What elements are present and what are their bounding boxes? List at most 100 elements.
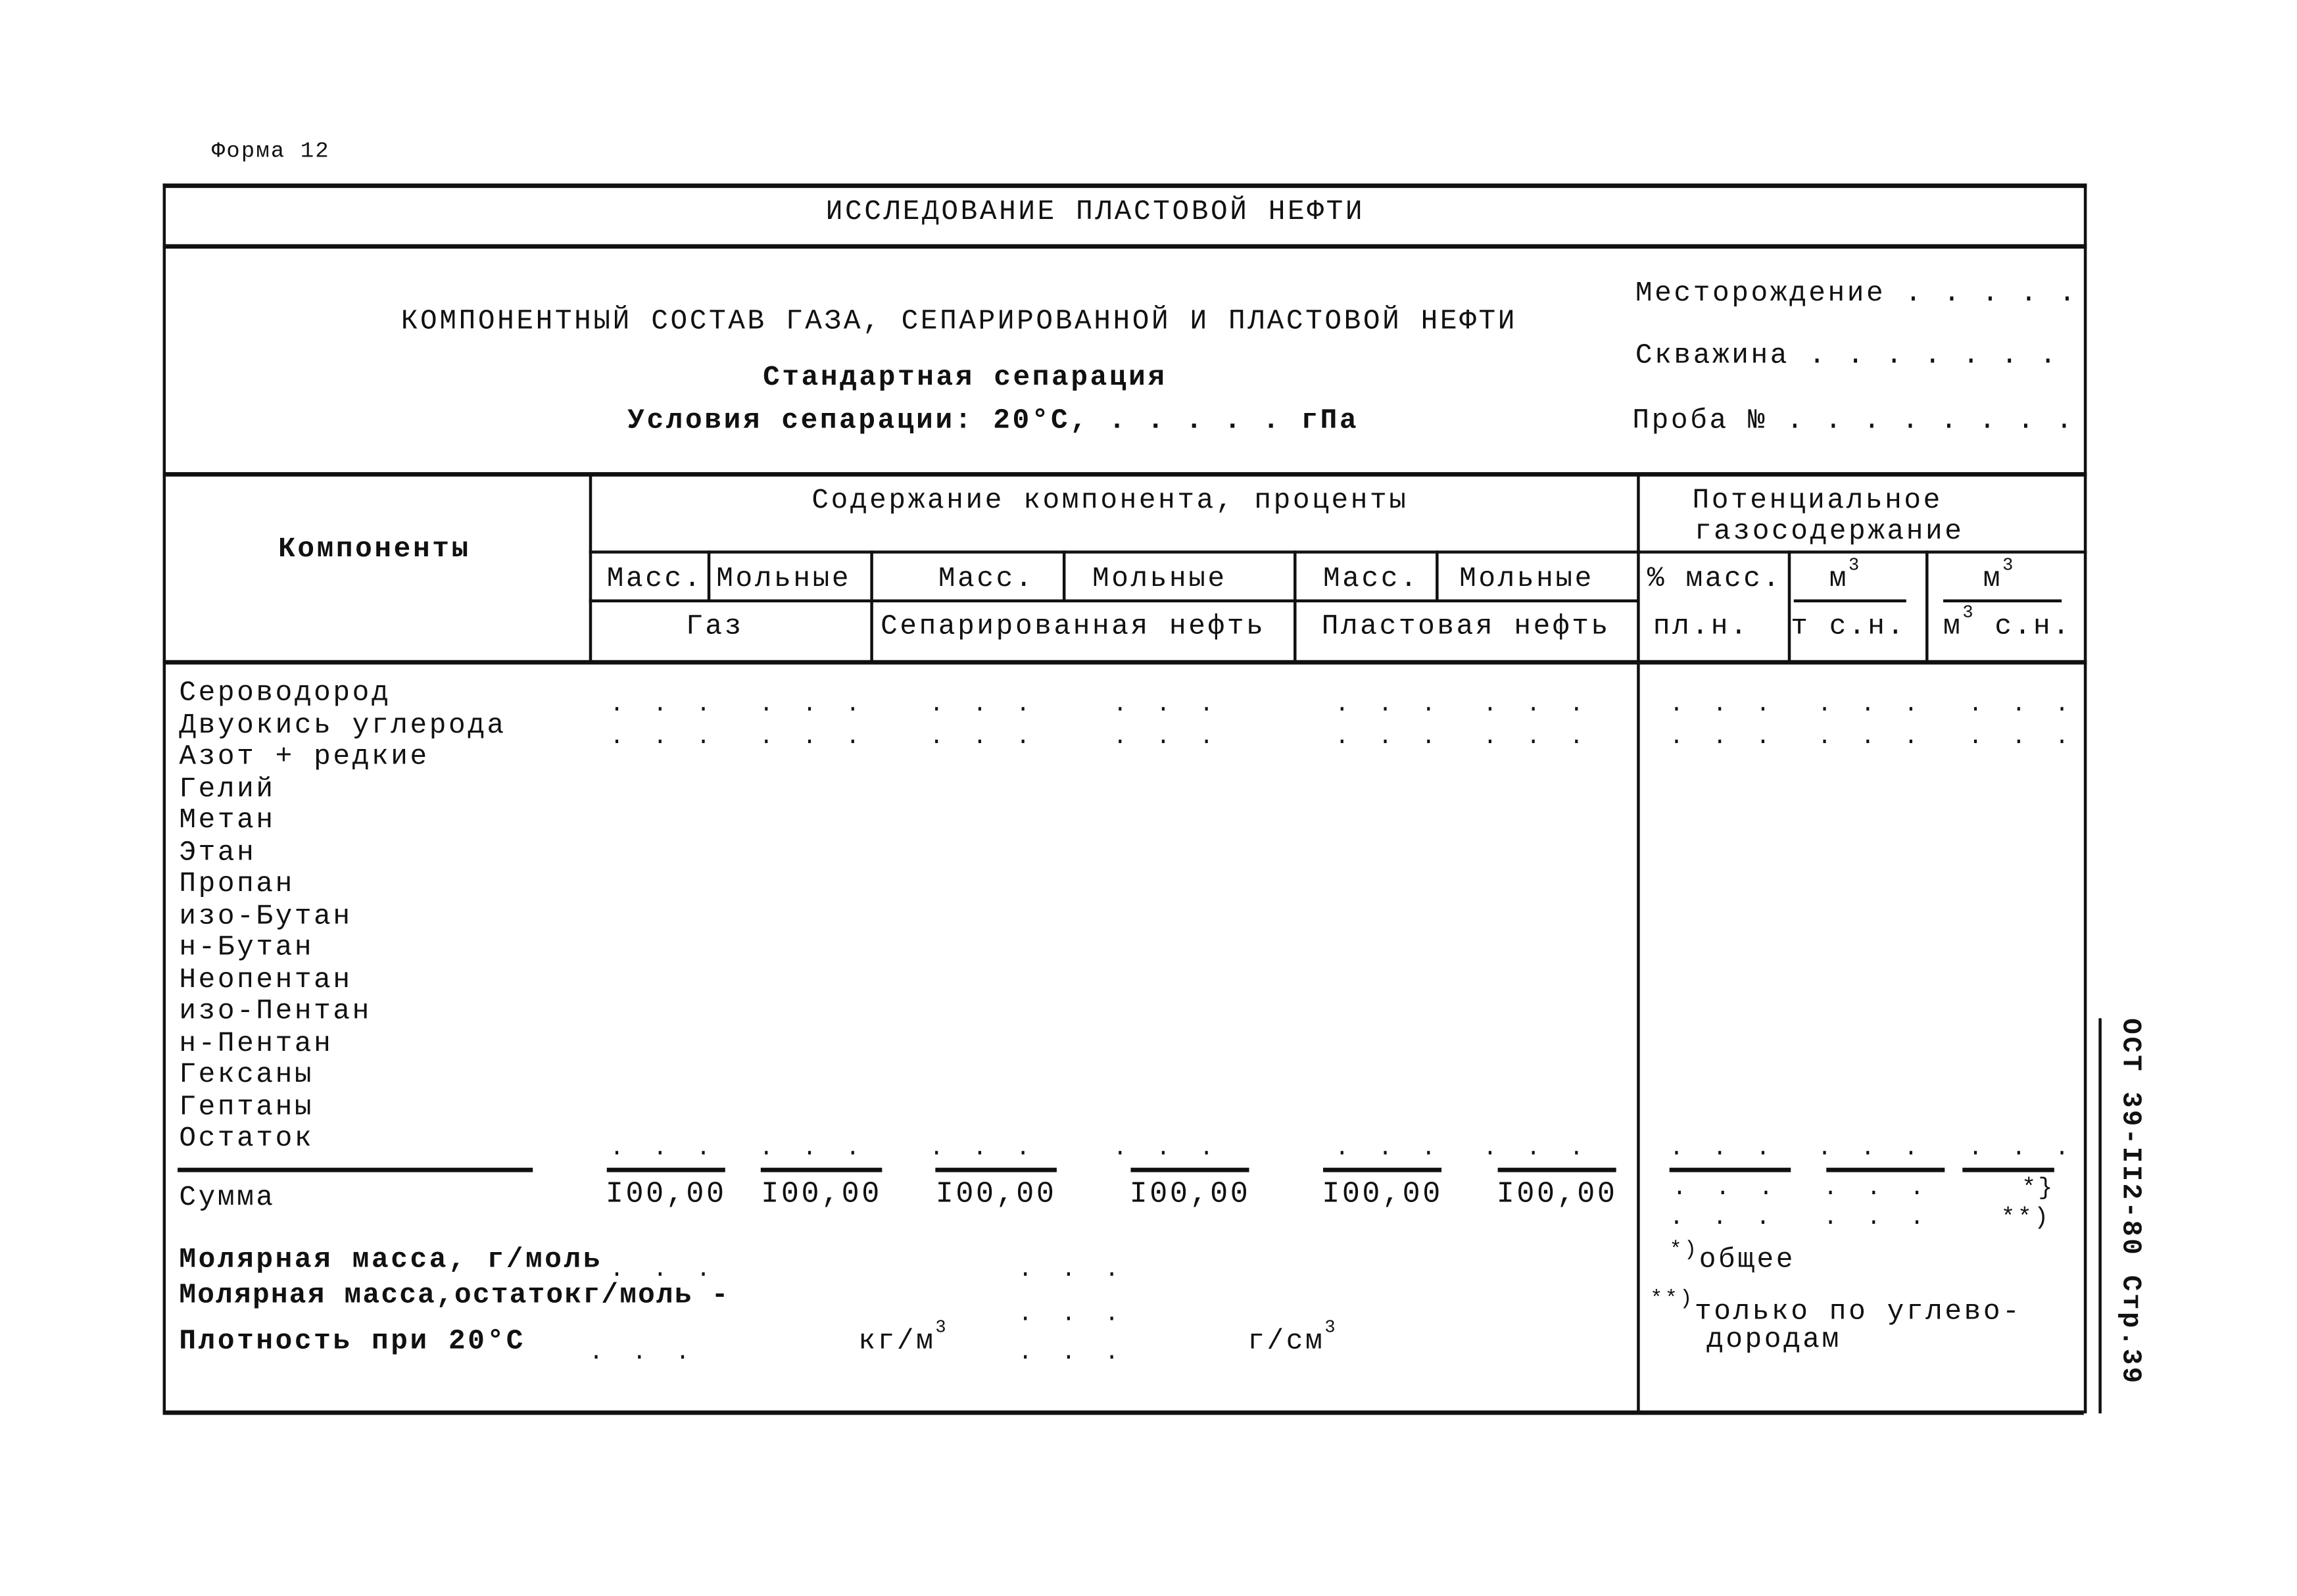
density-unit-g-cm3: г/см3 xyxy=(1247,1317,1338,1357)
blank-dots: . . . xyxy=(610,1135,718,1162)
frame-bottom xyxy=(162,1410,2084,1415)
blank-dots: . . . xyxy=(1113,1135,1221,1162)
sum-underline xyxy=(1130,1167,1249,1173)
blank-dots: . . . xyxy=(589,1339,698,1366)
sum-underline xyxy=(935,1167,1057,1173)
separation-type: Стандартная сепарация xyxy=(763,361,1167,394)
res-oil-molar-header: Мольные xyxy=(1459,562,1594,595)
blank-dots: . . . xyxy=(1968,723,2077,751)
blank-dots: . . . xyxy=(1113,723,1221,751)
blank-dots: . . . xyxy=(929,1135,1038,1162)
fraction-line-1 xyxy=(1793,599,1906,602)
pl-n-header: пл.н. xyxy=(1653,610,1750,642)
form-subtitle: КОМПОНЕНТНЫЙ СОСТАВ ГАЗА, СЕПАРИРОВАННОЙ… xyxy=(400,304,1517,338)
deposit-field: Месторождение . . . . . xyxy=(1635,276,2078,310)
blank-dots: . . . xyxy=(1018,1256,1126,1284)
col-divider xyxy=(1787,550,1791,662)
sep-oil-molar-header: Мольные xyxy=(1092,562,1227,595)
well-field: Скважина . . . . . . . xyxy=(1635,339,2059,372)
blank-dots: . . . xyxy=(1018,1301,1126,1328)
blank-dots: . . . xyxy=(929,691,1038,718)
blank-dots: . . . xyxy=(759,723,867,751)
header-divider xyxy=(162,472,2087,477)
blank-dots: . . . xyxy=(1483,691,1591,718)
frame-left xyxy=(162,183,166,1414)
density-label: Плотность при 20°С xyxy=(179,1324,526,1357)
blank-dots: . . . xyxy=(610,723,718,751)
component-name: Остаток xyxy=(179,1121,314,1155)
sum-underline xyxy=(1962,1167,2054,1173)
pct-mass-header: % масс. xyxy=(1647,562,1782,595)
potential-header-1: Потенциальное xyxy=(1692,483,1943,517)
blank-dots: . . . xyxy=(759,691,867,718)
subheader-line xyxy=(589,550,2087,554)
col-divider-right-section xyxy=(1637,473,1639,1414)
blank-dots: . . . xyxy=(1823,1204,1932,1232)
m3-header-1: м3 xyxy=(1829,554,1862,595)
sep-oil-mass-header: Масс. xyxy=(938,562,1035,595)
form-label: Форма 12 xyxy=(211,139,330,164)
note-hydrocarbons: **)только по углево- xyxy=(1650,1288,2022,1328)
col-divider xyxy=(1294,550,1296,662)
component-name: н-Пентан xyxy=(179,1026,333,1059)
component-name: Этан xyxy=(179,835,256,868)
gas-mass-header: Масс. xyxy=(606,562,704,595)
note-hydrocarbons-cont: дородам xyxy=(1706,1323,1841,1356)
col-divider xyxy=(1062,550,1065,600)
t-sn-header: т с.н. xyxy=(1791,610,1906,642)
component-name: Двуокись углерода xyxy=(179,708,506,741)
sum-value: I00,00 xyxy=(761,1178,882,1213)
m3-header-2: м3 xyxy=(1983,554,2016,595)
blank-dots: . . . xyxy=(1817,723,1926,751)
sum-value: I00,00 xyxy=(1129,1178,1251,1213)
blank-dots: . . . xyxy=(1335,691,1443,718)
total-mark: *} xyxy=(2021,1174,2055,1202)
sum-value: I00,00 xyxy=(935,1178,1057,1213)
stamp-rule xyxy=(2098,1018,2102,1414)
col-divider xyxy=(870,550,873,662)
res-oil-mass-header: Масс. xyxy=(1323,562,1420,595)
sum-underline xyxy=(1826,1167,1945,1173)
component-name: Гептаны xyxy=(179,1090,314,1123)
sum-underline xyxy=(1323,1167,1442,1173)
sum-underline xyxy=(606,1167,725,1173)
component-name: Пропан xyxy=(179,867,295,900)
gas-header: Газ xyxy=(686,610,744,642)
blank-dots: . . . xyxy=(1669,723,1778,751)
blank-dots: . . . xyxy=(1018,1339,1126,1366)
note-total: *)общее xyxy=(1669,1238,1796,1276)
blank-dots: . . . xyxy=(1669,1204,1778,1232)
reservoir-oil-header: Пластовая нефть xyxy=(1321,610,1610,642)
component-name: Гексаны xyxy=(179,1058,314,1091)
sum-underline xyxy=(760,1167,883,1173)
blank-dots: . . . xyxy=(1669,691,1778,718)
blank-dots: . . . xyxy=(1113,691,1221,718)
blank-dots: . . . xyxy=(1672,1174,1781,1202)
blank-dots: . . . xyxy=(1483,1135,1591,1162)
molar-mass-label: Молярная масса, г/моль xyxy=(179,1243,603,1276)
component-name: Неопентан xyxy=(179,963,352,996)
sum-label: Сумма xyxy=(179,1180,276,1214)
frame-top xyxy=(162,183,2087,188)
sum-value: I00,00 xyxy=(1322,1178,1443,1213)
sum-value: I00,00 xyxy=(1496,1178,1618,1213)
component-name: н-Бутан xyxy=(179,931,314,964)
type-line xyxy=(589,599,1639,602)
col-divider xyxy=(589,473,592,662)
sum-underline xyxy=(1497,1167,1616,1173)
hydrocarbon-mark: **) xyxy=(2000,1204,2051,1232)
blank-dots: . . . xyxy=(1817,1135,1926,1162)
form-title: ИССЛЕДОВАНИЕ ПЛАСТОВОЙ НЕФТИ xyxy=(825,195,1365,228)
blank-dots: . . . xyxy=(1335,723,1443,751)
frame-right xyxy=(2083,183,2087,1414)
fraction-line-2 xyxy=(1943,599,2062,602)
component-name: Метан xyxy=(179,804,276,836)
col-divider xyxy=(1925,550,1928,662)
standard-stamp: ОСТ 39-II2-80 Стр.39 xyxy=(2115,1018,2145,1386)
col-divider xyxy=(707,550,710,600)
blank-dots: . . . xyxy=(1817,691,1926,718)
content-header: Содержание компонента, проценты xyxy=(811,483,1409,517)
blank-dots: . . . xyxy=(1823,1174,1932,1202)
blank-dots: . . . xyxy=(1968,1135,2077,1162)
